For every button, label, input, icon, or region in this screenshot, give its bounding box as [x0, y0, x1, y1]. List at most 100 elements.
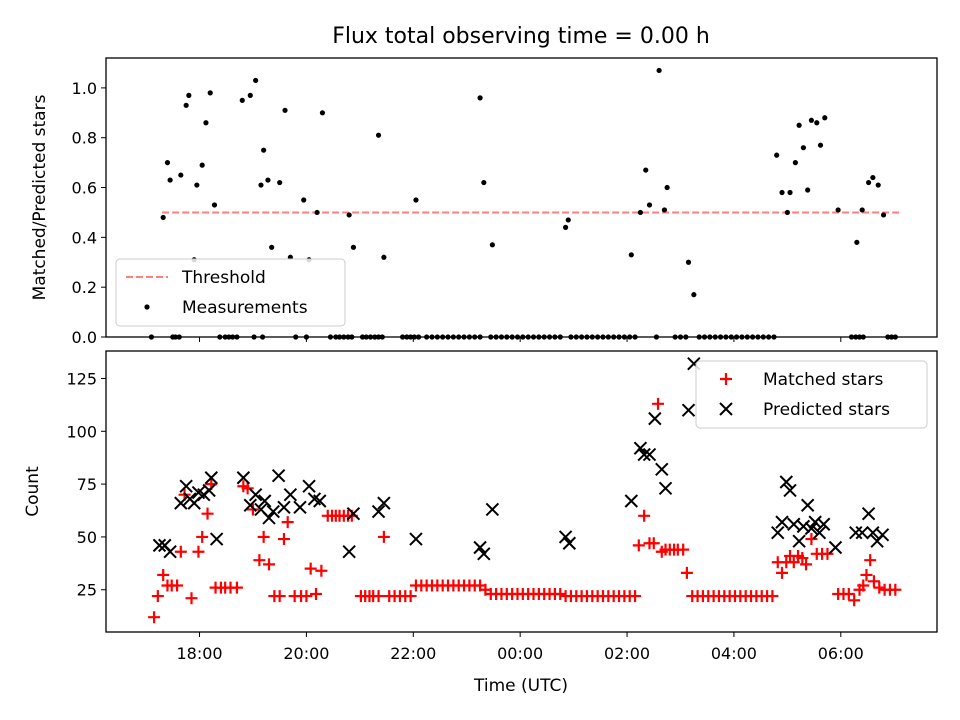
matched-star-point: [766, 590, 779, 603]
matched-star-point: [873, 581, 886, 594]
measurement-point: [167, 177, 173, 183]
measurement-point: [817, 142, 824, 148]
predicted-star-point: [277, 500, 291, 515]
matched-star-point: [867, 575, 880, 588]
measurement-point: [258, 182, 264, 188]
x-tick-label: 06:00: [818, 644, 864, 663]
predicted-star-point: [243, 498, 257, 512]
ratio-legend: Threshold Measurements: [115, 258, 346, 327]
measurement-point: [814, 120, 820, 126]
y-tick-label: 0.2: [72, 278, 97, 297]
measurement-point: [784, 209, 790, 216]
y-tick-label: 0.0: [72, 328, 97, 347]
measurement-point: [787, 189, 793, 196]
predicted-star-point: [648, 411, 662, 426]
count-legend: Matched stars Predicted stars: [695, 360, 928, 429]
matched-star-point: [848, 594, 861, 607]
matched-star-point: [404, 590, 417, 603]
matched-star-point: [174, 545, 187, 558]
matched-star-point: [677, 543, 690, 556]
matched-star-point: [860, 568, 873, 581]
measurement-point: [808, 117, 815, 123]
predicted-star-point: [236, 471, 251, 485]
matched-star-point: [864, 554, 877, 567]
measurement-point: [194, 182, 200, 188]
predicted-star-point: [804, 521, 819, 536]
matched-star-point: [304, 562, 317, 575]
count-plot-area: [148, 356, 902, 624]
measurement-point: [835, 207, 841, 213]
matched-star-point: [185, 592, 198, 605]
y-tick-label: 75: [77, 475, 97, 494]
measurement-point: [489, 242, 495, 248]
predicted-star-point: [681, 403, 696, 417]
predicted-star-point: [262, 511, 276, 525]
predicted-star-point: [812, 525, 827, 540]
measurement-point: [865, 179, 872, 186]
matched-star-point: [800, 558, 813, 571]
measurement-point: [413, 197, 419, 203]
predicted-star-point: [371, 504, 386, 519]
measurement-point: [859, 207, 865, 213]
predicted-star-point: [771, 525, 785, 540]
predicted-star-point: [179, 479, 193, 493]
predicted-star-point: [775, 515, 789, 529]
matched-star-point: [805, 533, 818, 546]
matched-star-point: [273, 590, 286, 603]
matched-star-point: [201, 507, 214, 520]
count-legend-box: [695, 360, 928, 429]
matched-star-point: [787, 556, 800, 569]
predicted-star-point: [283, 487, 298, 502]
count-y-axis-label: Count: [23, 466, 43, 517]
matched-star-point: [796, 552, 809, 565]
x-tick-label: 18:00: [176, 644, 222, 663]
predicted-star-point: [293, 500, 307, 515]
y-tick-label: 125: [66, 369, 97, 388]
ratio-legend-box: [115, 258, 346, 327]
measurement-point: [565, 217, 571, 223]
matched-star-point: [821, 547, 834, 560]
measurement-point: [375, 132, 382, 138]
measurement-point: [774, 152, 780, 158]
y-tick-label: 0.8: [72, 129, 97, 148]
measurements-legend-swatch: [144, 304, 150, 310]
predicted-star-point: [855, 525, 869, 540]
predicted-star-point: [248, 487, 263, 502]
matched-star-point: [300, 590, 313, 603]
measurement-point: [796, 122, 802, 128]
predicted-star-point: [258, 494, 272, 508]
measurement-point: [247, 92, 253, 98]
x-tick-label: 02:00: [604, 644, 650, 663]
predicted-star-point: [849, 525, 863, 540]
matched-star-point: [230, 581, 243, 594]
matched-legend-swatch: [720, 373, 732, 385]
measurement-point: [186, 92, 192, 98]
predicted-star-point: [816, 517, 831, 531]
measurement-point: [481, 179, 487, 186]
matched-star-point: [277, 533, 290, 546]
predicted-star-point: [796, 519, 811, 534]
measurement-point: [656, 67, 662, 74]
measurement-point: [854, 239, 860, 245]
predicted-star-point: [313, 494, 327, 508]
predicted-star-point: [655, 462, 669, 477]
predicted-star-point: [642, 447, 657, 462]
matched-star-point: [647, 537, 660, 550]
matched-star-point: [253, 554, 266, 567]
measurement-point: [822, 115, 828, 121]
matched-star-point: [241, 482, 254, 495]
count-panel: 25 50 75 100 125 18:00 20:00 22:00 00:00 02:00 04:…: [23, 350, 938, 696]
predicted-star-point: [346, 506, 361, 521]
predicted-star-point: [209, 532, 224, 546]
measurement-point: [261, 147, 267, 153]
measurement-point: [643, 167, 649, 173]
measurement-point: [628, 252, 634, 258]
predicted-star-point: [828, 540, 843, 555]
predicted-star-point: [271, 468, 286, 483]
measurement-point: [282, 107, 288, 113]
matched-star-point: [315, 564, 328, 577]
measurement-point: [199, 162, 205, 168]
matched-star-point: [638, 509, 651, 522]
matched-star-point: [680, 566, 693, 579]
